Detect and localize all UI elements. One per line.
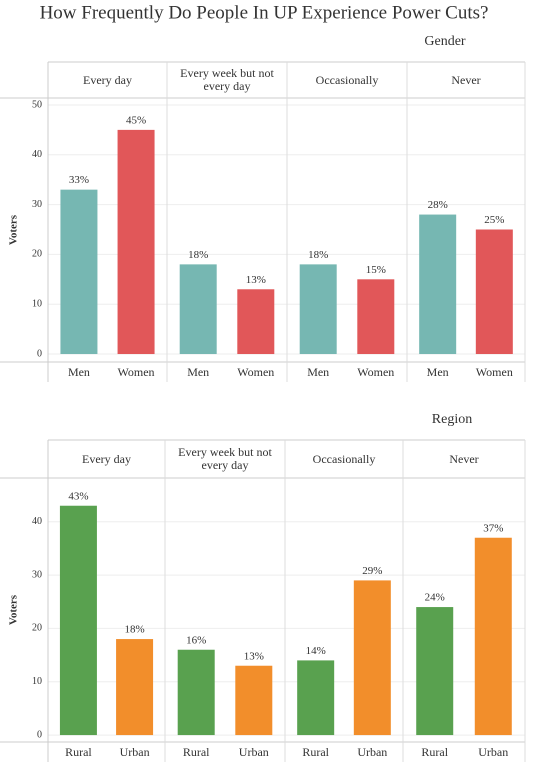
bar xyxy=(416,607,454,736)
x-tick-label: Rural xyxy=(302,745,329,759)
bar xyxy=(235,665,273,736)
y-tick-label: 40 xyxy=(32,149,42,160)
group-header-text: Every day xyxy=(82,451,131,466)
bar xyxy=(117,129,155,355)
value-label: 18% xyxy=(308,249,328,261)
group-header-text: Never xyxy=(449,451,479,466)
value-label: 14% xyxy=(306,645,326,657)
bar xyxy=(419,214,457,355)
group-header: Every week but not every day xyxy=(178,445,272,472)
group-header: Every day xyxy=(83,72,132,87)
bar xyxy=(475,229,513,355)
y-tick-label: 40 xyxy=(32,516,42,527)
y-axis-label: Voters xyxy=(8,594,20,625)
group-header-text: Every day xyxy=(83,72,132,87)
x-tick-label: Women xyxy=(476,365,513,379)
value-label: 25% xyxy=(484,214,504,226)
group-header: Every day xyxy=(82,451,131,466)
x-tick-label: Men xyxy=(187,365,209,379)
x-tick-label: Women xyxy=(237,365,274,379)
value-label: 33% xyxy=(69,174,89,186)
group-header-text: Every week but not every day xyxy=(178,445,272,472)
group-header: Every week but not every day xyxy=(180,66,274,93)
value-label: 45% xyxy=(126,114,146,126)
value-label: 13% xyxy=(244,650,264,662)
y-tick-label: 0 xyxy=(37,348,42,359)
group-header: Occasionally xyxy=(312,451,376,466)
value-label: 18% xyxy=(124,624,144,636)
bar xyxy=(116,639,154,736)
y-tick-label: 20 xyxy=(32,623,42,634)
group-header-text: Every week but not every day xyxy=(180,66,274,93)
x-tick-label: Urban xyxy=(357,745,387,759)
x-tick-label: Rural xyxy=(183,745,210,759)
group-header-text: Occasionally xyxy=(312,451,376,466)
bar xyxy=(299,264,337,355)
bar xyxy=(237,289,275,355)
value-label: 16% xyxy=(186,634,206,646)
bar xyxy=(297,660,335,736)
group-header-text: Occasionally xyxy=(315,72,379,87)
value-label: 29% xyxy=(362,565,382,577)
x-tick-label: Men xyxy=(307,365,329,379)
group-header-text: Never xyxy=(451,72,481,87)
bar xyxy=(60,189,98,355)
bar xyxy=(177,649,215,736)
bar xyxy=(179,264,217,355)
x-tick-label: Men xyxy=(427,365,449,379)
value-label: 24% xyxy=(425,592,445,604)
x-tick-label: Women xyxy=(118,365,155,379)
x-tick-label: Rural xyxy=(65,745,92,759)
y-tick-label: 30 xyxy=(32,199,42,210)
x-tick-label: Urban xyxy=(239,745,269,759)
bar xyxy=(353,580,391,736)
bar xyxy=(59,505,97,736)
x-tick-label: Urban xyxy=(120,745,150,759)
y-tick-label: 20 xyxy=(32,249,42,260)
facet-label: Region xyxy=(432,412,472,427)
y-axis-label: Voters xyxy=(8,214,20,245)
y-tick-label: 10 xyxy=(32,299,42,310)
value-label: 43% xyxy=(68,490,88,502)
x-tick-label: Rural xyxy=(421,745,448,759)
bar xyxy=(357,279,395,355)
value-label: 18% xyxy=(188,249,208,261)
y-tick-label: 30 xyxy=(32,569,42,580)
y-tick-label: 0 xyxy=(37,729,42,740)
group-header: Never xyxy=(449,451,479,466)
x-tick-label: Women xyxy=(357,365,394,379)
group-header: Never xyxy=(451,72,481,87)
x-tick-label: Men xyxy=(68,365,90,379)
page-title: How Frequently Do People In UP Experienc… xyxy=(40,2,489,23)
facet-label: Gender xyxy=(424,34,466,49)
value-label: 13% xyxy=(246,274,266,286)
value-label: 37% xyxy=(483,522,503,534)
group-header: Occasionally xyxy=(315,72,379,87)
y-tick-label: 10 xyxy=(32,676,42,687)
bar xyxy=(474,537,512,736)
x-tick-label: Urban xyxy=(478,745,508,759)
y-tick-label: 50 xyxy=(32,99,42,110)
value-label: 15% xyxy=(366,264,386,276)
value-label: 28% xyxy=(428,199,448,211)
